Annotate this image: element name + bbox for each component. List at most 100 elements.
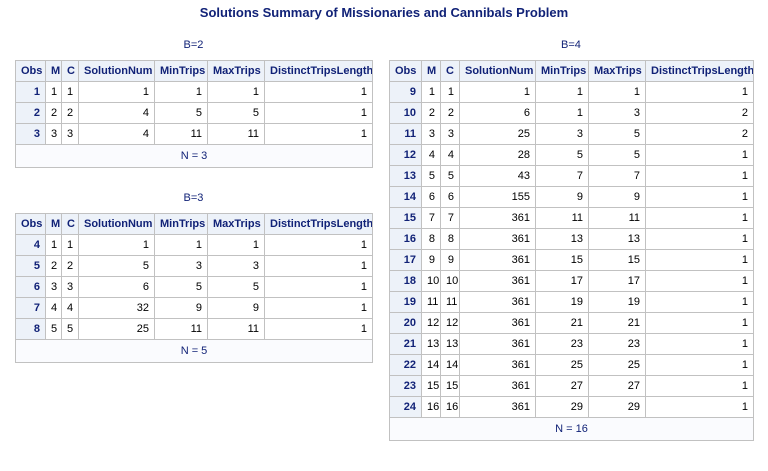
cell: 1 xyxy=(78,234,155,256)
cell: 1 xyxy=(645,81,754,103)
row-header: 7 xyxy=(15,297,46,319)
cell: 11 xyxy=(535,207,589,229)
cell: 3 xyxy=(207,255,265,277)
cell: 1 xyxy=(207,81,265,103)
table-footer: N = 16 xyxy=(389,417,754,441)
row-header: 14 xyxy=(389,186,422,208)
row-header: 21 xyxy=(389,333,422,355)
table-row: 8 5 5 25 11 11 1 xyxy=(15,318,373,340)
cell: 5 xyxy=(421,165,441,187)
cell: 1 xyxy=(645,249,754,271)
cell: 1 xyxy=(61,234,79,256)
cell: 6 xyxy=(459,102,536,124)
table-row: 12 4 4 28 5 5 1 xyxy=(389,144,754,166)
cell: 8 xyxy=(421,228,441,250)
cell: 361 xyxy=(459,354,536,376)
cell: 1 xyxy=(645,333,754,355)
row-header: 16 xyxy=(389,228,422,250)
cell: 3 xyxy=(45,123,62,145)
cell: 29 xyxy=(588,396,646,418)
column-header: DistinctTripsLength xyxy=(645,60,754,82)
row-header: 23 xyxy=(389,375,422,397)
cell: 9 xyxy=(440,249,460,271)
cell: 32 xyxy=(78,297,155,319)
cell: 11 xyxy=(207,318,265,340)
row-header: 24 xyxy=(389,396,422,418)
table-row: 22 14 14 361 25 25 1 xyxy=(389,354,754,376)
cell: 14 xyxy=(421,354,441,376)
cell: 28 xyxy=(459,144,536,166)
cell: 361 xyxy=(459,270,536,292)
table-group: B=3 Obs M C SolutionNum MinTrips MaxTrips Disti… xyxy=(15,191,373,363)
cell: 27 xyxy=(588,375,646,397)
cell: 2 xyxy=(45,102,62,124)
footer-row: N = 16 xyxy=(389,417,754,441)
cell: 3 xyxy=(421,123,441,145)
cell: 1 xyxy=(78,81,155,103)
cell: 29 xyxy=(535,396,589,418)
column-header: Obs xyxy=(15,213,46,235)
cell: 9 xyxy=(207,297,265,319)
cell: 15 xyxy=(421,375,441,397)
cell: 7 xyxy=(440,207,460,229)
row-header: 20 xyxy=(389,312,422,334)
table-label: B=3 xyxy=(183,192,204,204)
row-header: 13 xyxy=(389,165,422,187)
row-header: 17 xyxy=(389,249,422,271)
cell: 1 xyxy=(154,81,208,103)
table-row: 14 6 6 155 9 9 1 xyxy=(389,186,754,208)
cell: 1 xyxy=(45,234,62,256)
table-row: 20 12 12 361 21 21 1 xyxy=(389,312,754,334)
cell: 12 xyxy=(440,312,460,334)
cell: 1 xyxy=(45,81,62,103)
cell: 1 xyxy=(207,234,265,256)
cell: 4 xyxy=(45,297,62,319)
cell: 9 xyxy=(421,249,441,271)
cell: 5 xyxy=(588,144,646,166)
cell: 21 xyxy=(588,312,646,334)
cell: 361 xyxy=(459,375,536,397)
cell: 1 xyxy=(535,102,589,124)
table-row: 21 13 13 361 23 23 1 xyxy=(389,333,754,355)
table-row: 19 11 11 361 19 19 1 xyxy=(389,291,754,313)
column-header: SolutionNum xyxy=(78,213,155,235)
cell: 6 xyxy=(78,276,155,298)
row-header: 2 xyxy=(15,102,46,124)
cell: 7 xyxy=(588,165,646,187)
row-header: 9 xyxy=(389,81,422,103)
cell: 9 xyxy=(588,186,646,208)
column-header: DistinctTripsLength xyxy=(264,60,373,82)
cell: 17 xyxy=(588,270,646,292)
cell: 361 xyxy=(459,207,536,229)
cell: 11 xyxy=(154,123,208,145)
cell: 1 xyxy=(459,81,536,103)
cell: 2 xyxy=(645,123,754,145)
cell: 3 xyxy=(440,123,460,145)
cell: 1 xyxy=(264,234,373,256)
cell: 5 xyxy=(45,318,62,340)
cell: 5 xyxy=(440,165,460,187)
column-header: MinTrips xyxy=(154,60,208,82)
cell: 6 xyxy=(421,186,441,208)
cell: 1 xyxy=(154,234,208,256)
cell: 13 xyxy=(535,228,589,250)
table-row: 11 3 3 25 3 5 2 xyxy=(389,123,754,145)
row-header: 19 xyxy=(389,291,422,313)
column-header: MaxTrips xyxy=(207,213,265,235)
cell: 1 xyxy=(645,186,754,208)
cell: 13 xyxy=(421,333,441,355)
table-label: B=4 xyxy=(561,39,581,51)
table-row: 10 2 2 6 1 3 2 xyxy=(389,102,754,124)
table-row: 18 10 10 361 17 17 1 xyxy=(389,270,754,292)
cell: 1 xyxy=(588,81,646,103)
cell: 1 xyxy=(421,81,441,103)
cell: 1 xyxy=(61,81,79,103)
table-label: B=2 xyxy=(183,39,204,51)
cell: 1 xyxy=(535,81,589,103)
column-header: C xyxy=(61,213,79,235)
row-header: 22 xyxy=(389,354,422,376)
cell: 2 xyxy=(440,102,460,124)
